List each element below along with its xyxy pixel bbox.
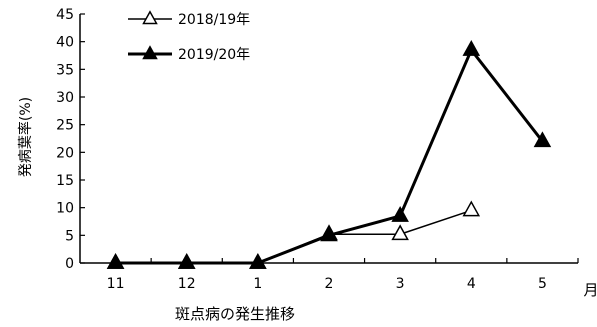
y-tick-label: 30 xyxy=(56,90,74,106)
y-tick-label: 15 xyxy=(56,173,74,189)
x-tick-label: 2 xyxy=(325,276,334,292)
series-layer xyxy=(106,40,552,269)
data-point xyxy=(249,253,267,269)
x-tick-label: 3 xyxy=(396,276,405,292)
data-point xyxy=(391,224,409,241)
y-tick-label: 40 xyxy=(56,35,74,51)
x-ticks: 11 12 1 2 3 4 5 xyxy=(107,258,579,292)
legend: 2018/19年 2019/20年 xyxy=(128,10,250,63)
y-tick-label: 45 xyxy=(56,7,74,23)
data-point xyxy=(320,225,338,242)
x-axis-label: 斑点病の発生推移 xyxy=(175,305,295,323)
x-tick-label: 4 xyxy=(467,276,476,292)
legend-marker xyxy=(142,10,158,25)
data-point xyxy=(462,200,481,217)
legend-label: 2019/20年 xyxy=(178,47,250,63)
y-tick-label: 25 xyxy=(56,118,74,134)
x-tick-label: 11 xyxy=(107,276,125,292)
y-tick-label: 35 xyxy=(56,62,74,78)
x-tick-label: 1 xyxy=(253,276,262,292)
y-tick-label: 0 xyxy=(65,256,74,272)
data-point xyxy=(106,253,125,269)
y-tick-label: 10 xyxy=(56,201,74,217)
y-tick-label: 20 xyxy=(56,145,74,161)
data-point xyxy=(462,40,481,56)
legend-marker xyxy=(142,45,158,60)
legend-label: 2018/19年 xyxy=(178,12,250,28)
x-tick-label: 12 xyxy=(178,276,196,292)
series-2 xyxy=(106,40,552,269)
data-point xyxy=(391,206,409,222)
y-axis-label: 発病葉率(%) xyxy=(17,97,34,177)
x-tick-label: 5 xyxy=(538,276,547,292)
data-point xyxy=(177,253,196,269)
y-ticks: 0 5 10 15 20 25 30 35 40 45 xyxy=(56,7,85,272)
series-line xyxy=(115,209,472,264)
data-point xyxy=(533,131,552,148)
y-tick-label: 5 xyxy=(65,228,74,244)
x-axis-unit: 月 xyxy=(583,281,597,299)
